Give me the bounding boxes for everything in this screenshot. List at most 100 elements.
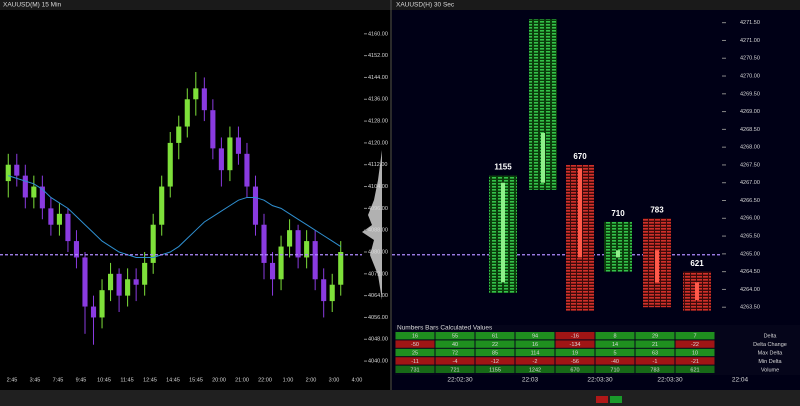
table-value: 14 [612,342,618,348]
table-cell [635,357,675,365]
table-value: 721 [450,367,459,373]
row-label: Delta Change [753,342,787,348]
candle-body [125,279,131,296]
table-value: 710 [610,367,619,373]
y-tick-label: 4112.00 [368,162,387,168]
footprint-body [501,182,505,283]
candle-body [90,306,97,318]
y-tick-label: 4104.00 [368,184,388,190]
candle-body [133,279,139,285]
candle-body [295,230,301,258]
table-value: -16 [571,334,579,340]
x-tick-label: 2:00 [306,377,317,383]
candle-body [73,241,80,258]
y-tick-label: 4267.00 [740,180,760,186]
table-value: -50 [411,342,419,348]
table-value: 5 [613,350,616,356]
x-tick-label: 21:00 [235,377,249,383]
taskbar [0,390,800,406]
table-value: 85 [492,350,498,356]
footprint-body [578,168,582,258]
candle-body [167,142,173,187]
y-tick-label: 4160.00 [368,31,388,37]
table-cell [635,340,675,348]
table-value: -2 [533,359,538,365]
candle-body [201,88,207,111]
x-tick-label: 2:45 [7,377,18,383]
table-cell [435,357,475,365]
table-value: 55 [452,334,458,340]
left-title: XAUUSD(M) 15 Min [3,2,62,9]
candle-body [142,262,148,285]
table-value: -22 [691,342,699,348]
table-value: 114 [531,350,540,356]
table-value: -40 [611,359,619,365]
candle-body [176,126,182,143]
y-tick-label: 4266.00 [740,216,760,222]
table-value: 63 [652,350,658,356]
table-cell [395,357,435,365]
table-cell [675,357,715,365]
table-cell [595,340,635,348]
y-tick-label: 4270.50 [740,56,760,62]
table-cell [595,332,635,340]
table-cell [515,340,555,348]
status-badge [596,396,608,403]
row-label: Min Delta [758,359,782,365]
row-label: Volume [761,367,779,373]
candle-body [269,262,276,280]
x-tick-label: 14:45 [166,377,180,383]
y-tick-label: 4136.00 [368,97,388,103]
candle-body [235,137,241,154]
header-bar [0,0,800,10]
right-title: XAUUSD(H) 30 Sec [396,2,455,9]
table-cell [635,365,675,373]
candle-body [39,186,45,209]
table-value: -1 [653,359,658,365]
table-value: 670 [570,367,579,373]
candle-body [278,246,284,280]
table-cell [435,340,475,348]
footprint-body [695,282,699,301]
candle-body [184,99,190,127]
x-tick-label: 3:45 [30,377,41,383]
table-value: 22 [492,342,498,348]
candle-body [338,252,344,285]
y-tick-label: 4056.00 [368,315,388,321]
table-value: -11 [411,359,419,365]
row-label: Max Delta [758,350,784,356]
table-cell [675,332,715,340]
x-tick-label: 22:00 [258,377,272,383]
y-tick-label: 4144.00 [368,75,388,81]
y-tick-label: 4088.00 [368,228,388,234]
candle-body [150,224,156,263]
candle-body [227,137,233,171]
footprint-range [604,221,632,272]
table-cell [475,332,515,340]
table-cell [435,348,475,357]
column-volume: 670 [573,152,587,161]
table-cell [395,365,435,373]
x-tick-label: 7:45 [53,377,64,383]
candle-body [244,153,250,187]
candle-body [82,257,88,307]
status-badge [610,396,622,403]
table-cell [515,365,555,373]
candle-body [321,279,327,302]
candle-body [218,148,224,171]
y-tick-label: 4048.00 [368,337,388,343]
table-cell [435,365,475,373]
y-tick-label: 4264.50 [740,269,760,275]
row-label: Delta [764,334,778,340]
x-tick-label: 9:45 [76,377,87,383]
table-value: -12 [491,359,499,365]
table-value: -4 [453,359,458,365]
table-cell [555,357,595,365]
table-value: 29 [652,334,658,340]
table-cell [595,348,635,357]
table-cell [475,357,515,365]
table-cell [595,365,635,373]
y-tick-label: 4120.00 [368,140,388,146]
y-tick-label: 4266.50 [740,198,760,204]
